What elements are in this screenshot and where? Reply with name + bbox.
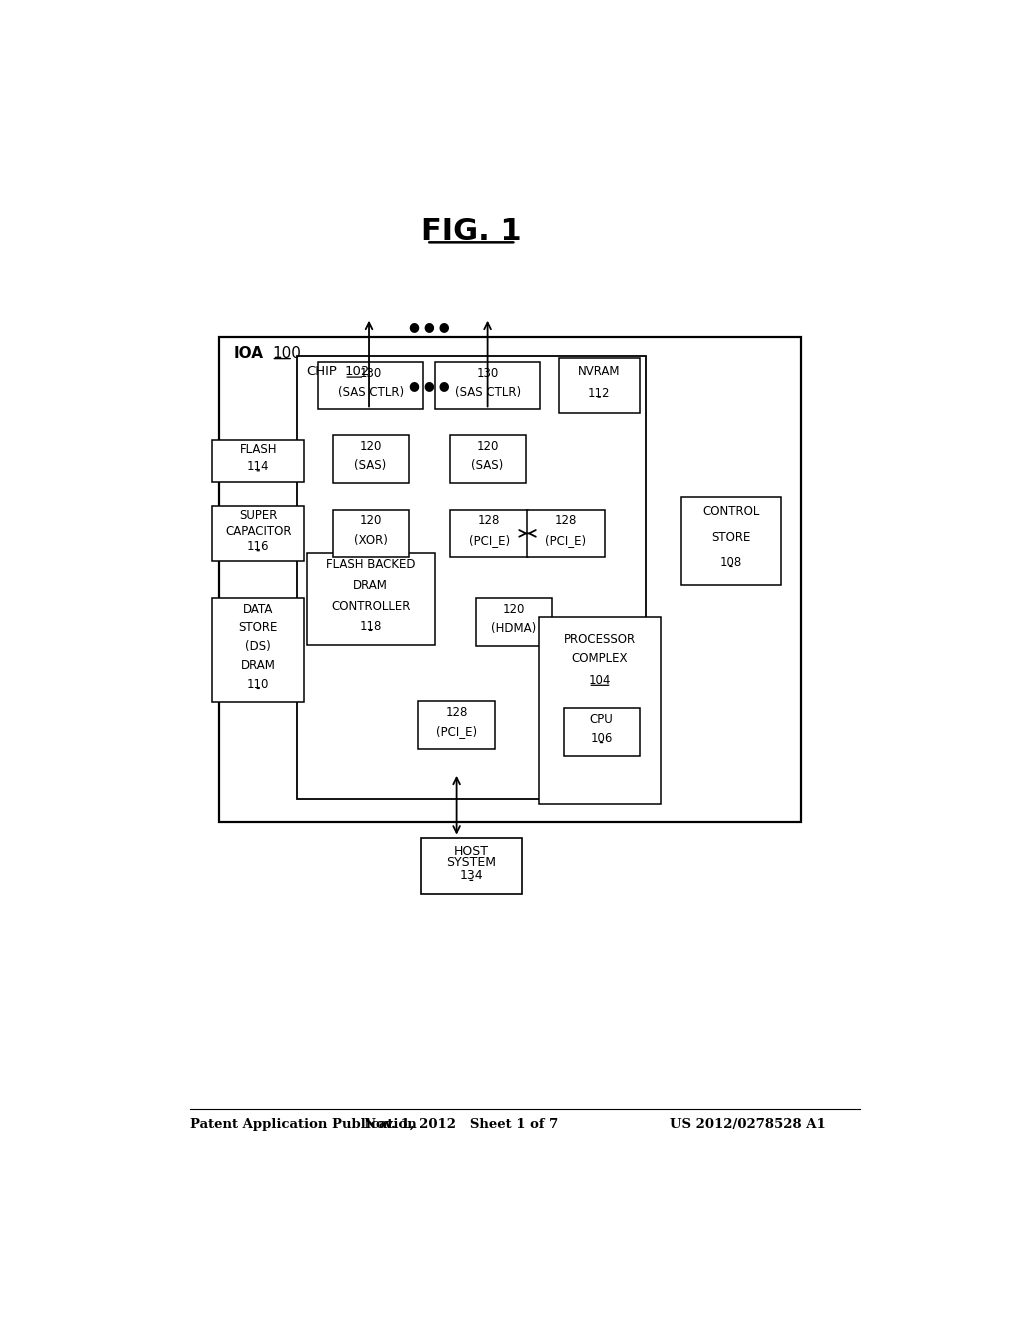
Bar: [306, 553, 434, 645]
Text: 120: 120: [359, 515, 382, 528]
Text: SYSTEM: SYSTEM: [446, 857, 497, 870]
Bar: [333, 510, 409, 557]
Text: 110: 110: [247, 678, 269, 692]
Text: COMPLEX: COMPLEX: [571, 652, 629, 665]
Bar: [435, 362, 540, 409]
Text: FLASH: FLASH: [240, 444, 276, 457]
Text: CPU: CPU: [590, 713, 613, 726]
Text: ● ● ●: ● ● ●: [410, 379, 450, 392]
Bar: [297, 356, 646, 799]
Text: DRAM: DRAM: [353, 579, 388, 591]
Text: STORE: STORE: [239, 622, 278, 635]
Bar: [451, 510, 528, 557]
Text: (HDMA): (HDMA): [492, 622, 537, 635]
Text: Nov. 1, 2012   Sheet 1 of 7: Nov. 1, 2012 Sheet 1 of 7: [365, 1118, 558, 1131]
Text: CAPACITOR: CAPACITOR: [225, 524, 292, 537]
Text: 108: 108: [720, 556, 742, 569]
Text: 130: 130: [359, 367, 382, 380]
Text: DRAM: DRAM: [241, 659, 275, 672]
Bar: [212, 598, 304, 702]
Bar: [421, 838, 521, 894]
Text: 106: 106: [591, 733, 612, 746]
Bar: [476, 598, 552, 645]
Text: 114: 114: [247, 461, 269, 474]
Text: 100: 100: [272, 346, 301, 362]
Text: 112: 112: [588, 387, 610, 400]
Text: CONTROL: CONTROL: [702, 506, 760, 519]
Text: (XOR): (XOR): [353, 533, 387, 546]
Text: 118: 118: [359, 620, 382, 634]
Text: (PCI_E): (PCI_E): [546, 533, 587, 546]
Text: 128: 128: [555, 515, 578, 528]
Text: NVRAM: NVRAM: [578, 364, 621, 378]
Bar: [212, 440, 304, 482]
Bar: [527, 510, 604, 557]
Text: 128: 128: [478, 515, 501, 528]
Bar: [450, 434, 525, 483]
Text: STORE: STORE: [712, 531, 751, 544]
Text: CONTROLLER: CONTROLLER: [331, 599, 411, 612]
Bar: [558, 358, 640, 413]
Text: ● ● ●: ● ● ●: [410, 319, 450, 333]
Text: (SAS): (SAS): [354, 459, 387, 471]
Text: CHIP: CHIP: [306, 366, 337, 379]
Text: SUPER: SUPER: [239, 508, 278, 521]
Text: (SAS CTLR): (SAS CTLR): [455, 385, 520, 399]
Bar: [418, 701, 496, 748]
Text: 120: 120: [476, 440, 499, 453]
Text: PROCESSOR: PROCESSOR: [564, 634, 636, 647]
Bar: [219, 337, 801, 822]
Text: (SAS CTLR): (SAS CTLR): [338, 385, 403, 399]
Text: 128: 128: [445, 706, 468, 719]
Text: (SAS): (SAS): [471, 459, 504, 471]
Text: 102: 102: [345, 366, 371, 379]
Text: 120: 120: [503, 603, 525, 616]
Text: HOST: HOST: [454, 845, 488, 858]
Bar: [333, 434, 409, 483]
Text: FLASH BACKED: FLASH BACKED: [326, 558, 416, 572]
Bar: [563, 708, 640, 756]
Text: IOA: IOA: [233, 346, 263, 362]
Text: 130: 130: [476, 367, 499, 380]
Text: 134: 134: [460, 870, 483, 882]
Text: (DS): (DS): [246, 640, 271, 653]
Text: FIG. 1: FIG. 1: [421, 216, 521, 246]
Text: 116: 116: [247, 540, 269, 553]
Text: 104: 104: [589, 675, 611, 688]
Bar: [681, 496, 780, 585]
Text: (PCI_E): (PCI_E): [436, 725, 477, 738]
Text: 120: 120: [359, 440, 382, 453]
Text: (PCI_E): (PCI_E): [469, 533, 510, 546]
Text: DATA: DATA: [243, 602, 273, 615]
Bar: [539, 618, 662, 804]
Text: US 2012/0278528 A1: US 2012/0278528 A1: [670, 1118, 825, 1131]
Bar: [212, 506, 304, 561]
Text: Patent Application Publication: Patent Application Publication: [190, 1118, 417, 1131]
Bar: [318, 362, 423, 409]
